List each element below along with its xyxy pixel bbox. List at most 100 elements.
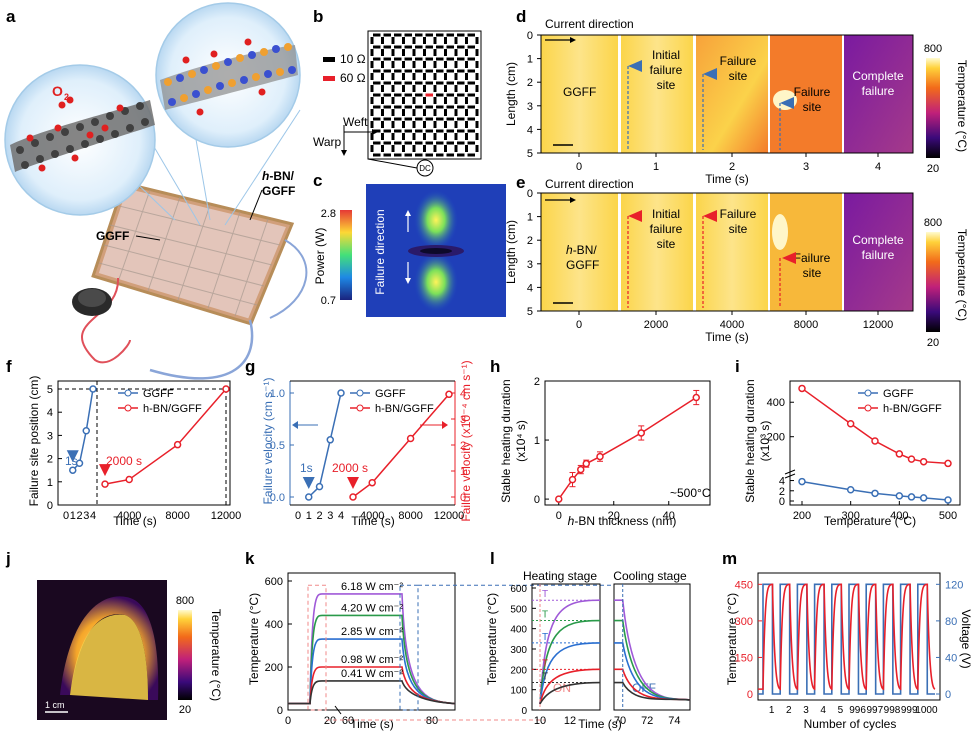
resistor — [394, 153, 402, 157]
resistor — [425, 33, 433, 37]
resistor — [457, 93, 465, 97]
y-tick-label: 3 — [527, 101, 533, 113]
resistor — [373, 69, 381, 73]
y-tick-label: 200 — [767, 432, 785, 444]
resistor — [475, 121, 479, 128]
plot-frame — [544, 380, 711, 506]
resistor — [370, 37, 374, 44]
temperature-series — [758, 583, 936, 691]
data-point — [368, 478, 376, 487]
svg-text:20: 20 — [927, 337, 939, 349]
data-point — [846, 486, 855, 494]
resistor — [383, 93, 391, 97]
svg-text:h-BN/: h-BN/ — [262, 169, 295, 183]
panel-label-f: f — [6, 357, 12, 376]
x-tick-label: 400 — [890, 510, 908, 522]
data-point — [798, 384, 806, 393]
resistor — [436, 129, 444, 133]
y-tick-label: 400 — [767, 397, 785, 409]
svg-text:Cooling stage: Cooling stage — [613, 569, 687, 583]
resistor — [394, 69, 402, 73]
data-point — [337, 389, 345, 397]
svg-text:Temperature (°C): Temperature (°C) — [247, 593, 261, 685]
marker-triangle — [347, 477, 359, 489]
resistor — [454, 85, 458, 92]
panel-label-a: a — [6, 7, 16, 26]
y-tick-label: 4 — [47, 407, 53, 419]
y-tick-label: 3 — [527, 259, 533, 271]
resistor — [370, 97, 374, 104]
y-tick-label: 400 — [265, 619, 283, 631]
svg-text:Number of cycles: Number of cycles — [804, 717, 897, 731]
y-tick-label: 3 — [47, 430, 53, 442]
y-tick-label: 120 — [945, 579, 963, 591]
resistor — [415, 69, 423, 73]
resistor — [383, 57, 391, 61]
ts-label: T — [542, 632, 548, 643]
resistor — [412, 133, 416, 140]
panel-c: c 2.8 0.7 Power (W) Failure direction — [313, 171, 506, 317]
resistor — [391, 61, 395, 68]
x-tick-label: 74 — [668, 715, 680, 727]
y-tick-label: 2 — [779, 486, 785, 498]
data-point — [555, 495, 563, 503]
svg-text:Failure velocity (cm s⁻¹): Failure velocity (cm s⁻¹) — [261, 377, 275, 504]
y-tick-label: 5 — [527, 306, 533, 318]
svg-text:h-BN/: h-BN/ — [566, 243, 597, 257]
label-o2: O — [52, 83, 63, 99]
series-label: 0.98 W cm⁻² — [341, 654, 403, 666]
y-tick-label: 0 — [527, 188, 533, 200]
resistor — [373, 141, 381, 145]
svg-text:20: 20 — [179, 704, 191, 716]
resistor — [465, 145, 468, 152]
temp-colorbar-j — [178, 610, 192, 700]
resistor — [425, 45, 433, 49]
x-tick-label: 5 — [838, 705, 844, 716]
resistor — [404, 93, 412, 97]
resistor — [465, 61, 468, 68]
svg-text:ON: ON — [553, 681, 571, 695]
svg-text:Initial: Initial — [652, 48, 680, 62]
y-tick-label: 4 — [460, 388, 466, 400]
x-tick-label: 10 — [534, 715, 546, 727]
zoom-box-off — [399, 584, 419, 711]
y-tick-label: 0 — [277, 705, 283, 717]
x-tick-label: 2 — [786, 705, 792, 716]
resistor — [373, 93, 381, 97]
legend-60ohm-swatch — [323, 76, 335, 81]
panel-label-m: m — [722, 549, 737, 568]
arrowhead — [292, 421, 298, 429]
heating-curve — [539, 642, 601, 704]
resistor — [457, 33, 465, 37]
resistor — [454, 49, 458, 56]
data-point — [846, 420, 855, 428]
marker-triangle — [302, 477, 315, 489]
voltage-series — [758, 583, 935, 695]
svg-text:Time (s): Time (s) — [350, 717, 394, 731]
resistor — [391, 49, 395, 56]
svg-text:(x10³ s): (x10³ s) — [758, 421, 772, 462]
svg-text:Temperature (°C): Temperature (°C) — [209, 609, 223, 701]
resistor — [425, 117, 433, 121]
series-line — [558, 396, 697, 500]
resistor — [373, 57, 381, 61]
series-line — [308, 392, 342, 498]
data-point — [944, 459, 952, 468]
resistor — [404, 33, 412, 37]
resistor — [404, 105, 412, 109]
y-tick-label: 2 — [527, 77, 533, 89]
data-point — [568, 475, 577, 484]
zoom-box-on — [307, 584, 327, 711]
x-tick-label: 2000 — [644, 319, 668, 331]
svg-text:Temperature (°C): Temperature (°C) — [824, 514, 916, 528]
y-tick-label: 0 — [747, 689, 753, 701]
resistor — [446, 105, 454, 109]
data-point — [919, 494, 928, 502]
svg-text:site: site — [803, 100, 822, 114]
data-point — [125, 475, 133, 484]
failure-direction-note: Failure direction — [373, 209, 387, 294]
resistor — [412, 97, 416, 104]
data-point — [907, 455, 916, 463]
resistor — [423, 97, 426, 104]
x-tick-label: 1 — [653, 161, 659, 173]
